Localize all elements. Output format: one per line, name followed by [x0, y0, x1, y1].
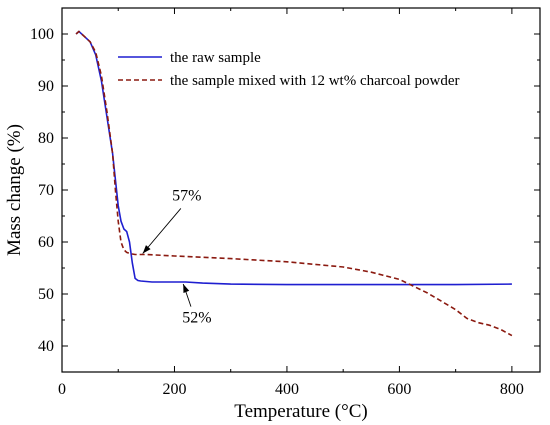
x-tick-label: 600 — [387, 381, 411, 398]
legend-label-2: the sample mixed with 12 wt% charcoal po… — [170, 73, 460, 89]
x-tick-label: 0 — [58, 381, 66, 398]
plot-frame — [61, 7, 541, 373]
legend: the raw sample the sample mixed with 12 w… — [118, 50, 460, 89]
x-tick-label: 200 — [162, 381, 186, 398]
y-tick-label: 60 — [38, 234, 54, 251]
y-axis-ticks: 40 50 60 70 80 90 100 — [30, 26, 540, 355]
series-line-2 — [75, 30, 513, 337]
annotations: 57% 52% — [142, 187, 212, 327]
annotation-arrowhead-1 — [142, 245, 151, 254]
y-tick-label: 40 — [38, 338, 54, 355]
x-tick-label: 800 — [500, 381, 524, 398]
plot-lines — [75, 30, 513, 337]
y-tick-label: 90 — [38, 78, 54, 95]
y-tick-label: 70 — [38, 182, 54, 199]
y-axis-title: Mass change (%) — [4, 124, 25, 256]
series-line-1 — [75, 30, 512, 286]
y-tick-label: 80 — [38, 130, 54, 147]
annotation-label-1: 57% — [172, 187, 201, 204]
y-tick-label: 50 — [38, 286, 54, 303]
x-axis-ticks: 0 200 400 600 800 — [58, 8, 524, 398]
annotation-arrowhead-2 — [183, 284, 190, 294]
x-axis-title: Temperature (°C) — [234, 401, 367, 422]
annotation-arrow-1 — [142, 208, 182, 254]
x-tick-label: 400 — [275, 381, 299, 398]
legend-label-1: the raw sample — [170, 50, 261, 66]
y-tick-label: 100 — [30, 26, 54, 43]
annotation-label-2: 52% — [182, 310, 211, 327]
